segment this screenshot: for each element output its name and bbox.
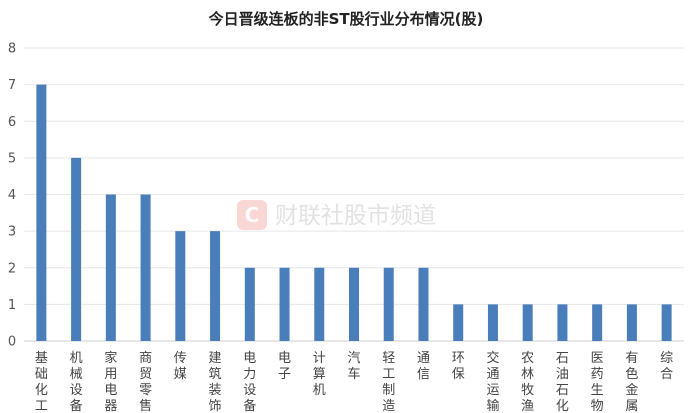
x-tick-label: 汽车 (347, 351, 360, 382)
bar-农林牧渔 (522, 304, 533, 341)
chart-title: 今日晋级连板的非ST股行业分布情况(股) (208, 10, 484, 28)
bar-计算机 (314, 267, 325, 341)
x-axis-ticks: 基础化工 机械设备 家用电器 商贸零售 传媒 建筑装饰 电力设备 电子 计算机 汽车 轻工制造 通信环… (35, 350, 673, 413)
bar-基础化工 (36, 84, 47, 341)
x-tick-label: 电子 (278, 351, 291, 382)
y-tick-label: 6 (8, 115, 16, 130)
bar-电子 (279, 267, 290, 341)
watermark-logo-icon (237, 200, 267, 230)
x-tick-label: 商贸零售 (139, 351, 152, 413)
bars (36, 84, 672, 341)
bar-电力设备 (244, 267, 255, 341)
y-tick-label: 0 (8, 335, 16, 350)
y-tick-label: 5 (8, 151, 16, 166)
x-tick-label: 医药生物 (591, 351, 604, 413)
bar-综合 (661, 304, 672, 341)
y-tick-label: 1 (8, 298, 16, 313)
x-tick-label: 机械设备 (70, 351, 83, 413)
y-tick-label: 2 (8, 261, 16, 276)
x-tick-label: 交通运输 (486, 350, 499, 413)
x-tick-label: 电力设备 (243, 351, 256, 413)
watermark-logo-letter: C (245, 203, 260, 227)
gridlines (24, 47, 684, 342)
bar-商贸零售 (140, 194, 151, 341)
bar-交通运输 (487, 304, 498, 341)
y-tick-label: 3 (8, 225, 16, 240)
bar-环保 (453, 304, 464, 341)
x-tick-label: 基础化工 (35, 351, 48, 413)
x-tick-label: 环保 (452, 351, 465, 382)
x-tick-label: 综合 (660, 351, 673, 382)
bar-通信 (418, 267, 429, 341)
bar-有色金属 (626, 304, 637, 341)
bar-汽车 (349, 267, 359, 341)
bar-建筑装饰 (210, 231, 221, 341)
watermark-text: 财联社股市频道 (275, 203, 436, 229)
y-tick-label: 4 (8, 188, 16, 203)
y-tick-label: 7 (8, 78, 16, 93)
x-tick-label: 建筑装饰 (209, 351, 222, 413)
y-tick-label: 8 (8, 42, 16, 57)
x-tick-label: 传媒 (174, 351, 187, 382)
x-tick-label: 通信 (417, 351, 430, 382)
x-tick-label: 计算机 (313, 351, 326, 398)
x-tick-label: 家用电器 (104, 350, 117, 413)
bar-家用电器 (105, 194, 116, 341)
x-tick-label: 有色金属 (625, 351, 638, 413)
x-tick-label: 农林牧渔 (521, 351, 534, 413)
bar-石油石化 (557, 304, 568, 341)
x-tick-label: 轻工制造 (382, 351, 395, 413)
bar-机械设备 (71, 157, 82, 341)
y-axis-ticks: 0 1 2 3 4 5 6 7 8 (8, 42, 16, 350)
x-tick-label: 石油石化 (556, 351, 569, 413)
bar-传媒 (175, 231, 186, 341)
bar-轻工制造 (383, 267, 394, 341)
bar-医药生物 (592, 304, 603, 341)
watermark: C 财联社股市频道 (237, 200, 436, 230)
